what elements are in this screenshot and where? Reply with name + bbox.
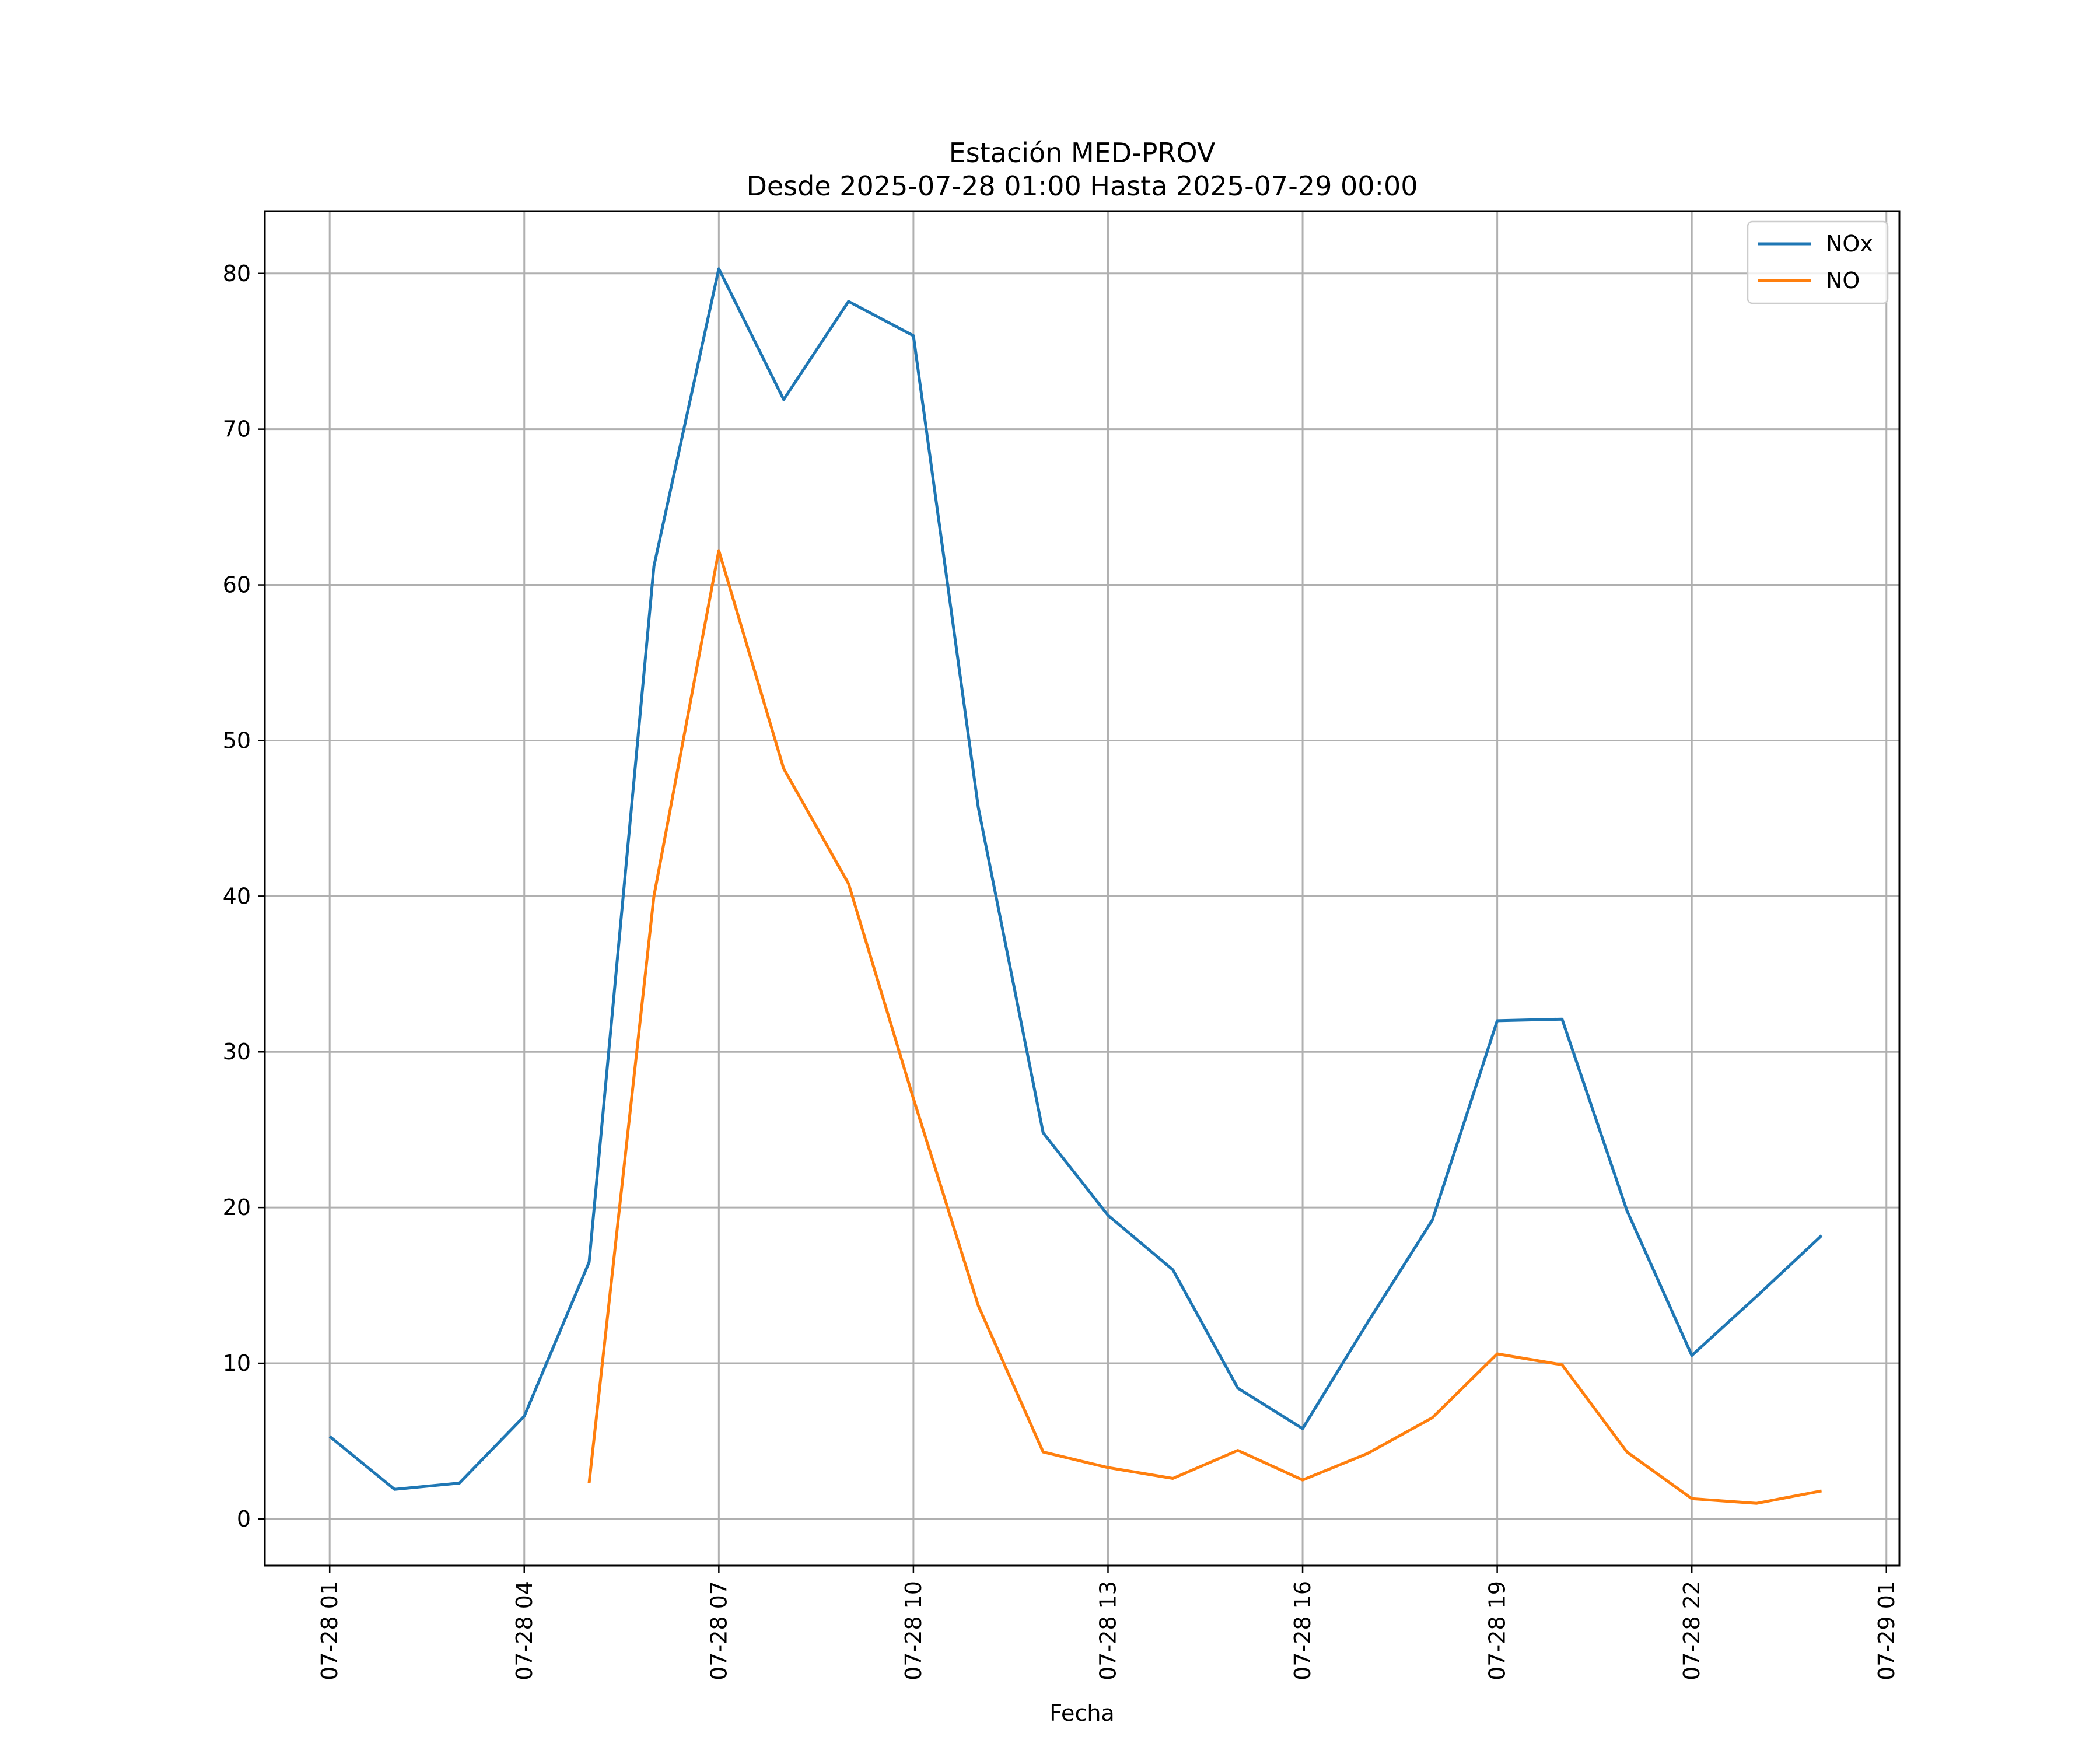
x-tick-label: 07-28 13 [1095, 1581, 1121, 1681]
y-tick-label: 10 [223, 1350, 251, 1376]
x-axis-label: Fecha [1049, 1700, 1114, 1726]
x-tick-label: 07-28 19 [1485, 1581, 1510, 1681]
x-tick-label: 07-29 01 [1874, 1581, 1899, 1681]
legend-box [1746, 220, 1889, 304]
y-tick-label: 70 [223, 416, 251, 442]
y-tick-label: 80 [223, 261, 251, 286]
grid-lines [265, 211, 1899, 1566]
y-tick-label: 40 [223, 883, 251, 909]
legend-label-no: NO [1826, 268, 1860, 293]
series-lines [328, 267, 1823, 1505]
y-tick-label: 30 [223, 1039, 251, 1065]
x-tick-label: 07-28 22 [1679, 1581, 1704, 1681]
x-axis: 07-28 01 07-28 04 07-28 07 07-28 10 07-28 13… [317, 1566, 1899, 1681]
legend: NOx NO [1746, 220, 1889, 304]
y-tick-label: 60 [223, 572, 251, 598]
plot-frame [264, 210, 1901, 1567]
legend-label-nox: NOx [1826, 231, 1873, 257]
y-tick-label: 50 [223, 727, 251, 753]
chart-title: Estación MED-PROV [949, 137, 1216, 169]
x-tick-label: 07-28 04 [512, 1581, 537, 1681]
chart-subtitle: Desde 2025-07-28 01:00 Hasta 2025-07-29 … [746, 170, 1418, 202]
y-tick-label: 20 [223, 1195, 251, 1220]
y-axis: 0 10 20 30 40 50 60 70 80 [223, 261, 265, 1532]
x-tick-label: 07-28 01 [317, 1581, 342, 1681]
x-tick-label: 07-28 16 [1290, 1581, 1315, 1681]
series-line-nox [328, 267, 1823, 1491]
series-line-no [587, 549, 1822, 1505]
y-tick-label: 0 [237, 1506, 251, 1532]
x-tick-label: 07-28 07 [706, 1581, 732, 1681]
x-tick-label: 07-28 10 [901, 1581, 926, 1681]
